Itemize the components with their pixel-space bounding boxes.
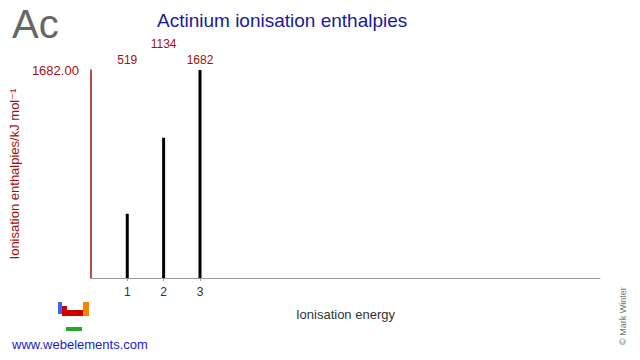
- svg-text:1682: 1682: [187, 53, 214, 67]
- svg-text:1134: 1134: [151, 37, 177, 51]
- svg-text:© Mark Winter: © Mark Winter: [618, 287, 628, 345]
- svg-text:2: 2: [160, 285, 167, 299]
- svg-text:Ac: Ac: [12, 2, 59, 46]
- svg-text:1682.00: 1682.00: [32, 63, 79, 78]
- svg-text:3: 3: [197, 285, 204, 299]
- svg-text:www.webelements.com: www.webelements.com: [11, 337, 148, 352]
- svg-text:Ionisation energy: Ionisation energy: [296, 307, 396, 322]
- svg-text:519: 519: [117, 53, 137, 67]
- svg-text:Ionisation enthalpies/kJ mol⁻¹: Ionisation enthalpies/kJ mol⁻¹: [7, 88, 22, 260]
- svg-text:Actinium ionisation enthalpies: Actinium ionisation enthalpies: [157, 10, 407, 31]
- svg-text:1: 1: [124, 285, 131, 299]
